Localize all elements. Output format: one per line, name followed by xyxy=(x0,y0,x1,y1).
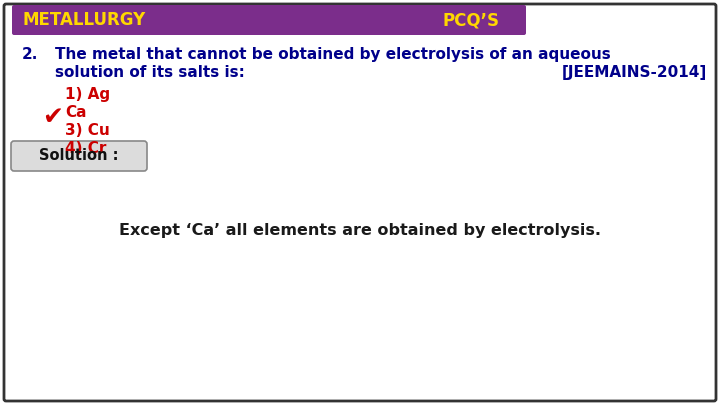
FancyBboxPatch shape xyxy=(11,141,147,171)
Text: [JEEMAINS-2014]: [JEEMAINS-2014] xyxy=(562,65,707,80)
Text: 3) Cu: 3) Cu xyxy=(65,123,109,138)
Text: METALLURGY: METALLURGY xyxy=(22,11,145,29)
Text: Except ‘Ca’ all elements are obtained by electrolysis.: Except ‘Ca’ all elements are obtained by… xyxy=(119,222,601,237)
Text: ✔: ✔ xyxy=(42,105,63,129)
FancyBboxPatch shape xyxy=(4,4,716,401)
Text: Solution :: Solution : xyxy=(40,149,119,164)
FancyBboxPatch shape xyxy=(12,5,526,35)
Text: 1) Ag: 1) Ag xyxy=(65,87,110,102)
Text: 2.: 2. xyxy=(22,47,38,62)
Text: solution of its salts is:: solution of its salts is: xyxy=(55,65,245,80)
Text: PCQ’S: PCQ’S xyxy=(443,11,500,29)
Text: 4) Cr: 4) Cr xyxy=(65,141,107,156)
Text: Ca: Ca xyxy=(65,105,86,120)
Text: The metal that cannot be obtained by electrolysis of an aqueous: The metal that cannot be obtained by ele… xyxy=(55,47,611,62)
